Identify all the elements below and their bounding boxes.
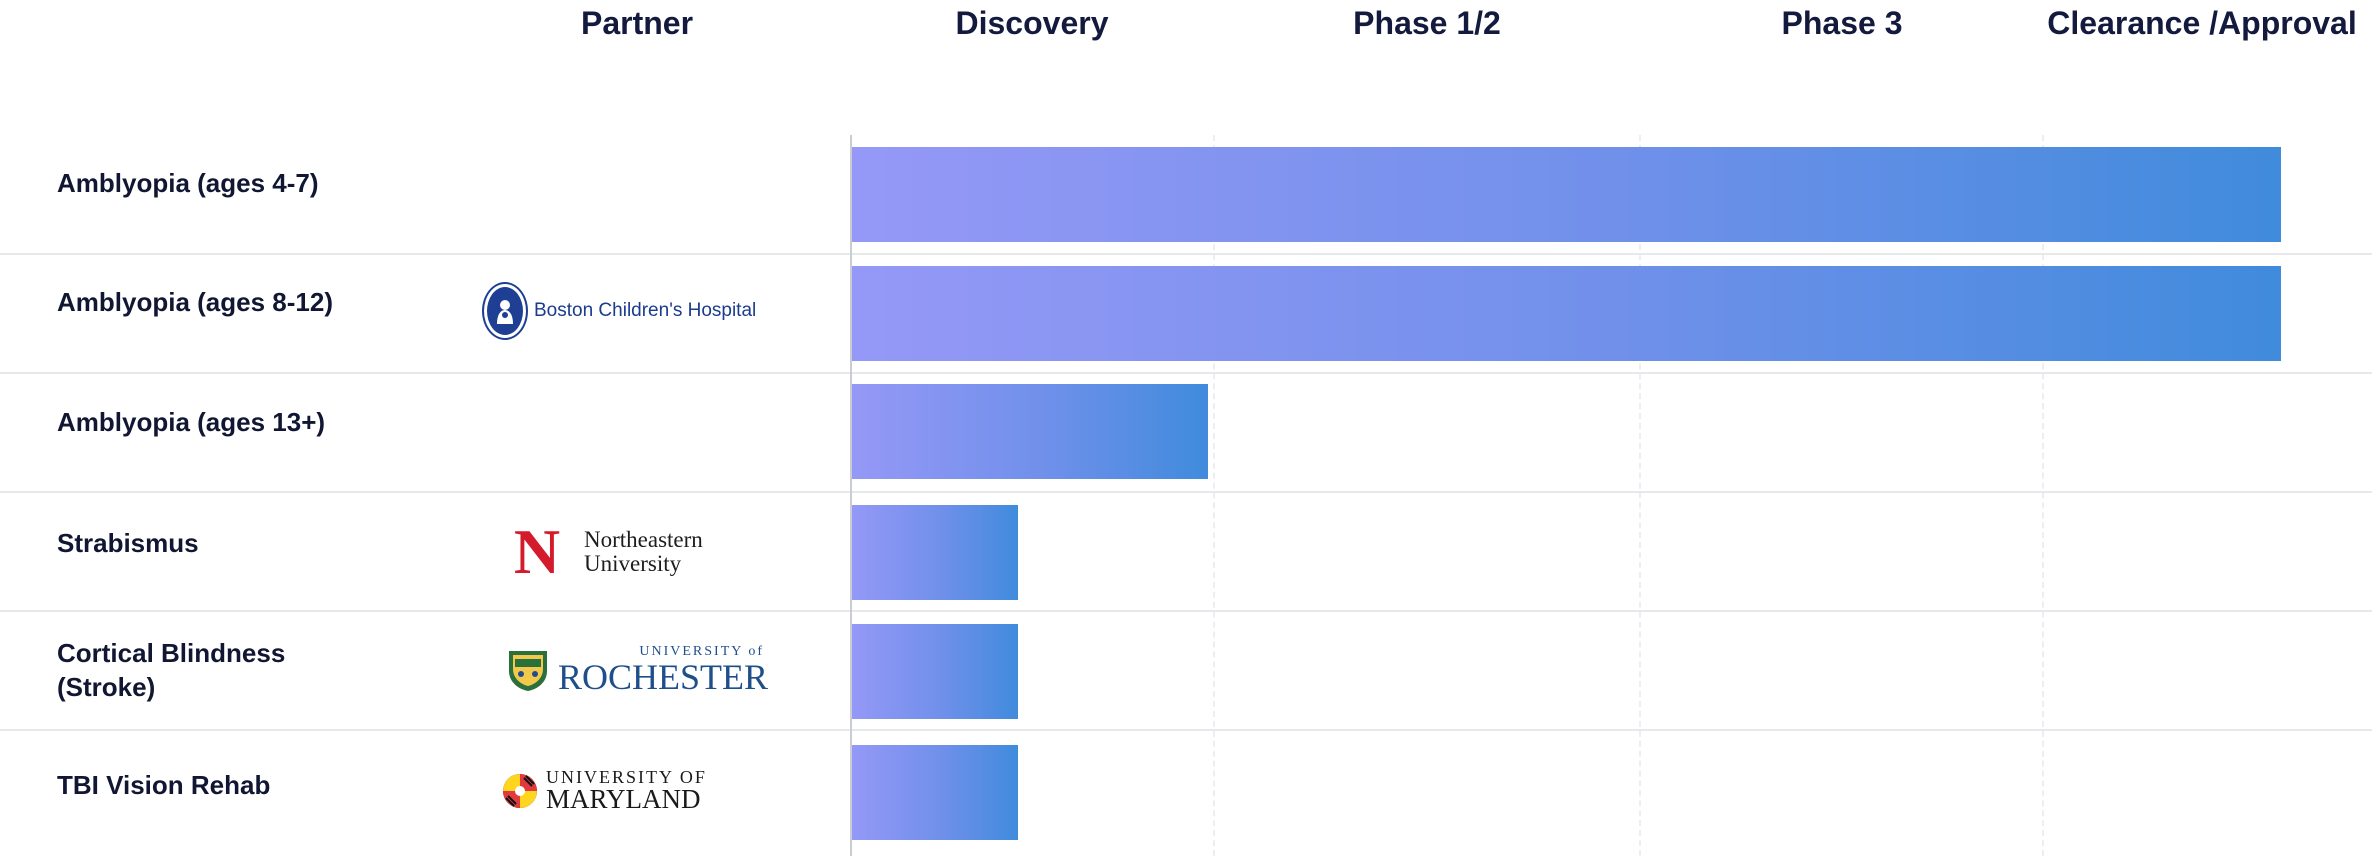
boston-childrens-emblem-icon — [484, 284, 526, 338]
northeastern-n-logo-icon: N — [513, 516, 561, 587]
header-phase-1-2: Phase 1/2 — [1353, 5, 1501, 41]
chart-axis-line — [850, 135, 852, 856]
row-divider — [0, 491, 2372, 493]
grid-line-phase-3 — [1639, 135, 1641, 856]
row-divider — [0, 729, 2372, 731]
rochester-seal-icon — [504, 647, 552, 693]
header-discovery: Discovery — [955, 5, 1109, 41]
header-phase-3: Phase 3 — [1781, 5, 1903, 41]
row-divider — [0, 253, 2372, 255]
partner-name: Northeastern University — [584, 527, 703, 576]
progress-bar-amblyopia-4-7 — [851, 147, 2281, 242]
partner-name: Boston Children's Hospital — [534, 300, 757, 321]
partner-logo-boston-childrens: Boston Children's Hospital — [484, 284, 756, 338]
row-label-amblyopia-8-12: Amblyopia (ages 8-12) — [57, 287, 333, 317]
row-label-strabismus: Strabismus — [57, 528, 199, 558]
grid-line-phase-1-2 — [1213, 135, 1215, 856]
progress-bar-tbi-vision-rehab — [851, 745, 1018, 840]
row-label-amblyopia-13-plus: Amblyopia (ages 13+) — [57, 407, 326, 437]
partner-logo-maryland: UNIVERSITY OF MARYLAND — [502, 768, 707, 813]
row-divider — [0, 610, 2372, 612]
row-label-tbi-vision-rehab: TBI Vision Rehab — [57, 770, 271, 800]
maryland-flag-seal-icon — [502, 773, 538, 809]
header-partner: Partner — [580, 5, 694, 41]
partner-name: UNIVERSITY of ROCHESTER — [558, 644, 769, 697]
partner-logo-northeastern: N Northeastern University — [504, 516, 703, 587]
progress-bar-amblyopia-13-plus — [851, 384, 1208, 479]
row-divider — [0, 372, 2372, 374]
row-label-amblyopia-4-7: Amblyopia (ages 4-7) — [57, 168, 319, 198]
partner-logo-rochester: UNIVERSITY of ROCHESTER — [504, 645, 768, 695]
progress-bar-cortical-blindness — [851, 624, 1018, 719]
grid-line-clearance — [2042, 135, 2044, 856]
row-label-cortical-blindness: Cortical Blindness (Stroke) — [57, 638, 286, 702]
progress-bar-amblyopia-8-12 — [851, 266, 2281, 361]
progress-bar-strabismus — [851, 505, 1018, 600]
partner-name: UNIVERSITY OF MARYLAND — [546, 767, 707, 814]
header-clearance-approval: Clearance /Approval — [2047, 5, 2357, 41]
